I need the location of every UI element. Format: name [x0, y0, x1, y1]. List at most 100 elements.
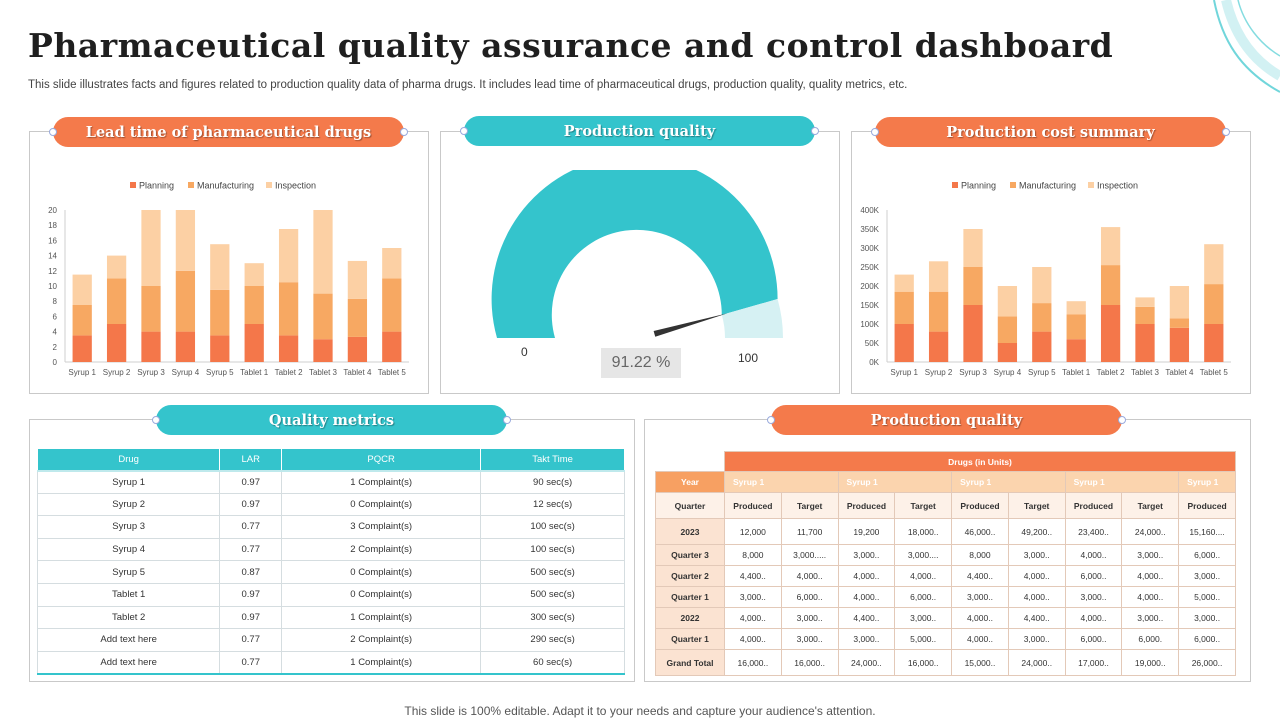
cost-bar-syrup-4-inspection: [997, 286, 1018, 317]
production-cell: 24,000..: [1121, 518, 1180, 545]
lead-bar-syrup-2-manufacturing: [106, 278, 127, 324]
metrics-cell: Syrup 4: [36, 537, 221, 562]
metrics-cell: 1 Complaint(s): [281, 605, 482, 630]
cost-bar-syrup-2-inspection: [928, 261, 949, 292]
metrics-cell: 290 sec(s): [480, 628, 625, 652]
production-cell: 15,160....: [1178, 518, 1236, 545]
production-cell: 18,000..: [894, 518, 953, 545]
production-cell: 6,000..: [1064, 628, 1123, 650]
cost-legend-swatch-0: [952, 182, 958, 188]
metrics-cell: Syrup 2: [36, 492, 221, 517]
production-table: Drugs (in Units) Year Syrup 1 Syrup 1 Syrup …: [655, 451, 1236, 676]
production-cell: 24,000..: [837, 649, 896, 676]
sub-header-cell: Target: [894, 492, 953, 519]
metrics-cell: Syrup 5: [36, 560, 221, 584]
production-cell: 3,000..: [1121, 607, 1180, 629]
cost-bar-syrup-4-planning: [997, 343, 1018, 362]
production-cell: 16,000..: [780, 649, 839, 676]
cost-bar-syrup-2-planning: [928, 331, 949, 362]
production-cell: 4,400..: [837, 607, 896, 629]
production-cell: 3,000..: [1178, 607, 1236, 629]
production-cell: 8,000: [724, 544, 782, 566]
cost-y-tick-label: 0K: [869, 358, 879, 367]
gauge-remaining-arc: [721, 299, 783, 338]
cost-bar-tablet-4-inspection: [1169, 286, 1190, 319]
sub-header-cell: Target: [780, 492, 839, 519]
gauge-value-arc: [491, 170, 778, 338]
table-row: Tablet 2 0.97 1 Complaint(s) 300 sec(s): [36, 605, 625, 630]
production-row-label: Quarter 1: [655, 628, 725, 650]
metrics-cell: Add text here: [36, 628, 221, 652]
production-cell: 5,000..: [1178, 586, 1236, 608]
lead-bar-tablet-3-planning: [313, 339, 333, 362]
sub-header-cell: Produced: [724, 492, 782, 519]
gauge-pill: Production quality: [460, 116, 819, 146]
production-cell: 4,400..: [724, 565, 782, 587]
cost-y-tick-label: 100K: [860, 320, 879, 329]
production-cell: 3,000..: [1007, 628, 1066, 650]
production-row-label: Quarter 3: [655, 544, 725, 566]
year-label: Year: [655, 471, 725, 493]
metrics-cell: 0.87: [219, 560, 283, 584]
sub-header-cell: Produced: [951, 492, 1009, 519]
metrics-cell: 0.97: [219, 605, 283, 630]
drug-header: Syrup 1: [837, 471, 953, 493]
production-cell: 12,000: [724, 518, 782, 545]
cost-bar-syrup-1-planning: [894, 324, 914, 362]
drug-header: Syrup 1: [951, 471, 1066, 493]
cost-y-tick-label: 400K: [860, 206, 879, 215]
cost-y-tick-label: 300K: [860, 244, 879, 253]
cost-bar-tablet-2-planning: [1100, 305, 1121, 362]
cost-x-tick-label: Tablet 5: [1200, 368, 1229, 377]
metrics-cell: 500 sec(s): [480, 560, 625, 584]
lead-bar-syrup-4-planning: [175, 331, 196, 362]
production-cell: 4,000..: [724, 628, 782, 650]
page-title: Pharmaceutical quality assurance and con…: [28, 26, 1114, 65]
production-title: Production quality: [870, 411, 1023, 429]
production-row-label: 2022: [655, 607, 725, 629]
production-cell: 3,000..: [1064, 586, 1123, 608]
lead-bar-syrup-4-manufacturing: [175, 270, 196, 332]
table-row: 2023 12,000 11,700 19,200 18,000.. 46,000.. 49…: [655, 518, 1236, 545]
production-cell: 4,000..: [1064, 607, 1123, 629]
lead-bar-syrup-1-inspection: [72, 274, 92, 305]
metrics-cell: 1 Complaint(s): [281, 470, 482, 494]
cost-bar-tablet-5-inspection: [1204, 244, 1224, 285]
production-cell: 3,000..: [837, 544, 896, 566]
metrics-header-cell: PQCR: [281, 448, 482, 472]
lead-bar-syrup-3-inspection: [141, 210, 161, 286]
table-row: Syrup 2 0.97 0 Complaint(s) 12 sec(s): [36, 492, 625, 517]
lead-bar-syrup-3-manufacturing: [141, 286, 161, 332]
metrics-cell: 0.77: [219, 537, 283, 562]
cost-x-tick-label: Syrup 2: [925, 368, 953, 377]
lead-bar-tablet-5-planning: [382, 331, 402, 362]
cost-bar-syrup-1-inspection: [894, 274, 914, 292]
lead-x-tick-label: Syrup 4: [172, 368, 200, 377]
cost-bar-syrup-2-manufacturing: [928, 291, 949, 332]
lead-x-tick-label: Tablet 5: [378, 368, 407, 377]
production-cell: 3,000..: [837, 628, 896, 650]
lead-y-tick-label: 8: [53, 297, 58, 306]
sub-header-cell: Produced: [837, 492, 896, 519]
production-cell: 4,000..: [1121, 565, 1180, 587]
metrics-cell: Syrup 1: [36, 470, 221, 494]
lead-bar-tablet-3-manufacturing: [313, 293, 333, 340]
metrics-cell: 0.77: [219, 650, 283, 675]
cost-bar-syrup-1-manufacturing: [894, 291, 914, 324]
cost-y-tick-label: 150K: [860, 301, 879, 310]
lead-y-tick-label: 2: [53, 343, 58, 352]
lead-bar-tablet-4-planning: [347, 336, 368, 362]
production-row-label: Quarter 1: [655, 586, 725, 608]
metrics-header-cell: Drug: [36, 448, 221, 472]
cost-x-tick-label: Syrup 4: [994, 368, 1022, 377]
cost-bar-tablet-4-planning: [1169, 327, 1190, 362]
drug-header: Syrup 1: [1178, 471, 1236, 493]
cost-y-tick-label: 50K: [865, 339, 880, 348]
cost-bar-tablet-3-planning: [1135, 324, 1155, 362]
table-row: Syrup 1 0.97 1 Complaint(s) 90 sec(s): [36, 470, 625, 494]
metrics-cell: Add text here: [36, 650, 221, 675]
lead-bar-syrup-1-manufacturing: [72, 305, 92, 336]
cost-bar-syrup-3-manufacturing: [963, 267, 983, 305]
metrics-cell: 0 Complaint(s): [281, 492, 482, 517]
lead-bar-tablet-5-manufacturing: [382, 278, 402, 332]
